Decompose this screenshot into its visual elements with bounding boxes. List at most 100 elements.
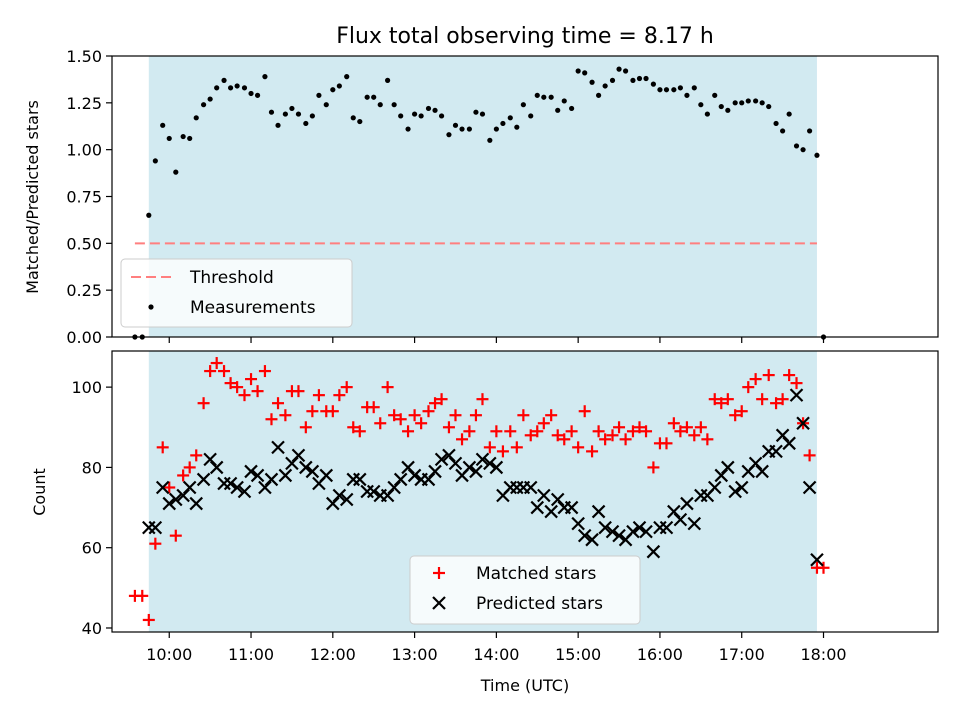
top-y-tick-label: 1.50 [66, 47, 102, 66]
threshold-legend-label: Threshold [189, 268, 274, 288]
predicted-star-point [544, 504, 558, 519]
bottom-x-tick-label: 10:00 [146, 645, 192, 664]
measurement-point [214, 85, 220, 91]
measurement-point [493, 126, 499, 132]
predicted-star-point [162, 496, 177, 511]
measurement-point [173, 169, 179, 175]
measurement-point [671, 87, 677, 93]
measurement-point [200, 102, 207, 108]
predicted-star-point [250, 468, 265, 483]
measurement-point [807, 128, 813, 134]
matched-star-point [469, 409, 482, 422]
matched-star-point [633, 421, 646, 434]
matched-star-point [565, 425, 578, 438]
matched-star-point [218, 365, 231, 378]
predicted-star-point [789, 388, 804, 402]
matched-star-point [510, 441, 523, 454]
matched-star-point [817, 561, 830, 574]
measurement-point [766, 103, 772, 110]
measurement-point [152, 158, 158, 164]
top-y-tick-label: 1.25 [66, 94, 102, 113]
bottom-y-tick-label: 60 [82, 539, 102, 558]
matched-star-point [490, 425, 503, 438]
predicted-legend-swatch [432, 596, 446, 610]
matched-star-point [136, 589, 149, 602]
measurement-point [432, 107, 438, 113]
measurement-point [160, 122, 166, 128]
predicted-star-point [299, 460, 313, 475]
measurement-point [555, 107, 561, 113]
predicted-star-point [434, 452, 449, 467]
predicted-star-point [530, 500, 545, 515]
matched-star-point [463, 425, 476, 438]
matched-star-point [163, 481, 176, 494]
measurement-point [786, 111, 792, 117]
matched-star-point [626, 425, 639, 438]
matched-star-point [177, 469, 190, 482]
bottom-legend-box [409, 555, 641, 625]
matched-star-point [299, 421, 312, 434]
measurement-point [466, 126, 472, 132]
matched-star-point [545, 409, 558, 422]
matched-star-point [776, 393, 789, 406]
matched-star-point [333, 389, 346, 402]
measurement-point [309, 113, 315, 119]
matched-star-point [238, 389, 251, 402]
predicted-star-point [475, 452, 490, 467]
predicted-star-point [237, 484, 252, 499]
top-measurement-points [132, 66, 827, 340]
matched-star-point [197, 397, 210, 410]
measurement-point [548, 94, 554, 100]
matched-star-point [272, 397, 285, 410]
bottom-legend: Matched stars Predicted stars [409, 555, 641, 625]
predicted-star-point [339, 492, 354, 507]
predicted-star-point [230, 480, 244, 495]
measurement-point [180, 133, 186, 140]
matched-stars-points [128, 357, 830, 626]
measurement-point [479, 111, 486, 117]
predicted-star-point [305, 464, 320, 479]
measurement-point [275, 122, 281, 128]
top-y-tick-label: 0.00 [66, 328, 102, 347]
matched-star-point [306, 405, 319, 418]
measurement-point [534, 92, 540, 98]
predicted-star-point [319, 468, 334, 483]
predicted-star-point [577, 528, 592, 543]
bottom-y-tick-label: 80 [82, 458, 102, 477]
predicted-star-point [196, 472, 211, 487]
bottom-x-tick-label: 17:00 [719, 645, 765, 664]
measurement-point [745, 98, 751, 104]
matched-star-point [572, 441, 585, 454]
matched-star-point [619, 433, 632, 446]
matched-star-point [347, 421, 360, 434]
measurement-point [663, 87, 670, 93]
matched-star-point [729, 409, 742, 422]
predicted-star-point [810, 552, 824, 567]
matched-star-point [456, 433, 469, 446]
predicted-star-point [155, 480, 170, 495]
measurement-point [514, 124, 520, 130]
matched-star-point [483, 441, 496, 454]
matched-star-point [388, 409, 401, 422]
measurement-point [227, 85, 234, 91]
measurement-point [241, 85, 248, 91]
matched-star-point [422, 405, 435, 418]
measurement-point [575, 68, 581, 74]
matched-star-point [142, 613, 155, 626]
measurement-point [773, 120, 779, 127]
predicted-star-point [626, 524, 640, 539]
matched-star-point [762, 369, 775, 382]
predicted-star-point [755, 464, 769, 479]
measurement-point [814, 152, 820, 158]
measurement-point [739, 100, 745, 106]
matched-star-point [374, 417, 387, 430]
measurement-point [793, 143, 800, 149]
matched-star-point [245, 373, 258, 386]
bottom-panel: 40 60 80 100 10:00 11:00 12:00 13:00 14:00 15:00… [30, 350, 939, 695]
predicted-star-point [209, 460, 224, 475]
matched-star-point [429, 397, 442, 410]
measurement-point [254, 92, 261, 98]
bottom-x-tick-label: 16:00 [637, 645, 683, 664]
matched-star-point [353, 425, 366, 438]
matched-star-point [640, 425, 653, 438]
